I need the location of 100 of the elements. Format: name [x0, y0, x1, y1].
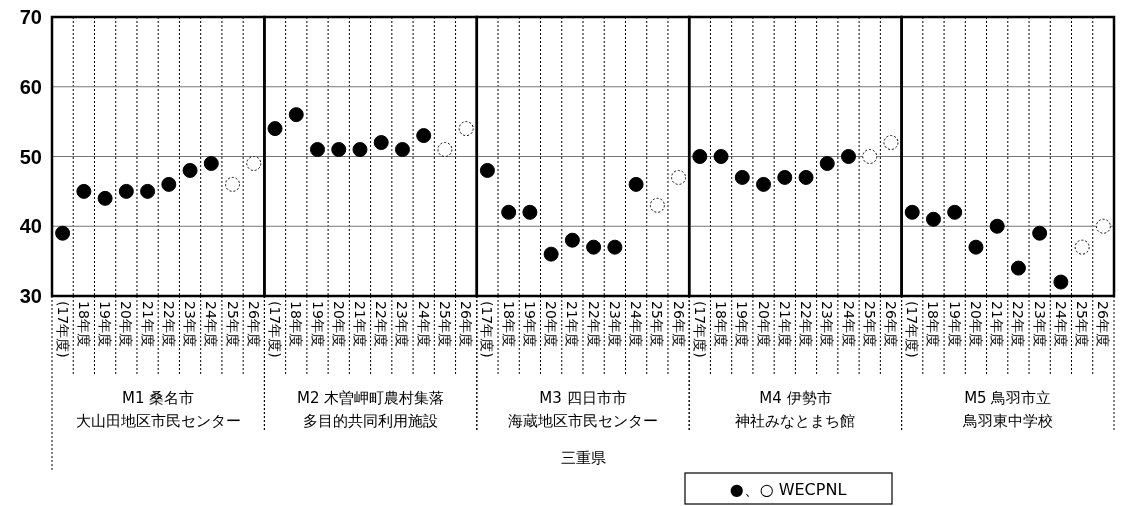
point — [416, 128, 432, 144]
x-tick-label: 25年度 — [649, 301, 666, 347]
x-tick-label: 21年度 — [989, 301, 1006, 347]
text: 海蔵地区市民センター — [508, 412, 658, 430]
x-tick-label: 24年度 — [415, 301, 432, 347]
x-tick-label: 24年度 — [1052, 301, 1069, 347]
x-tick-label: 25年度 — [1074, 301, 1091, 347]
x-tick-label: (17年度) — [691, 301, 708, 358]
point — [841, 149, 856, 164]
point — [522, 204, 538, 220]
x-axis-title: M1 桑名市 — [122, 389, 195, 407]
point — [394, 142, 410, 158]
text: 多目的共同利用施設 — [303, 412, 439, 430]
point — [628, 176, 644, 192]
point — [607, 239, 623, 255]
x-tick-label: 21年度 — [139, 301, 156, 347]
x-tick-label: 23年度 — [819, 301, 836, 347]
x-axis-title: M3 四日市市 — [539, 389, 627, 407]
point — [649, 197, 665, 213]
x-tick-label: 22年度 — [798, 301, 815, 347]
x-tick-label: 23年度 — [1031, 301, 1048, 347]
point — [161, 176, 177, 192]
point — [225, 176, 241, 192]
x-tick-label: 24年度 — [628, 301, 645, 347]
x-tick-label: 25年度 — [436, 301, 453, 347]
x-tick-label: 22年度 — [160, 301, 177, 347]
point — [501, 204, 517, 220]
point — [543, 246, 559, 262]
point — [203, 155, 219, 171]
point — [437, 142, 453, 158]
x-tick-label: 18年度 — [288, 301, 305, 347]
x-tick-label: 18年度 — [925, 301, 942, 347]
point — [288, 107, 304, 123]
point — [1032, 225, 1048, 241]
point — [564, 232, 580, 248]
y-tick-label: 50 — [19, 145, 42, 168]
x-tick-label: 24年度 — [203, 301, 220, 347]
x-tick-label: 20年度 — [967, 301, 984, 347]
y-tick-label: 70 — [19, 6, 42, 28]
point — [458, 121, 474, 137]
x-tick-label: 22年度 — [1010, 301, 1027, 347]
point — [267, 121, 283, 137]
x-tick-label: 26年度 — [1095, 301, 1112, 347]
point — [968, 239, 984, 255]
x-tick-label: (17年度) — [479, 301, 496, 358]
x-tick-label: 26年度 — [245, 301, 262, 347]
x-tick-label: 23年度 — [394, 301, 411, 347]
x-tick-label: 25年度 — [861, 301, 878, 347]
x-tick-label: 18年度 — [713, 301, 730, 347]
point — [777, 169, 793, 185]
point — [713, 149, 729, 164]
point — [904, 204, 920, 220]
x-tick-label: 18年度 — [75, 301, 92, 347]
point — [97, 190, 113, 206]
point — [140, 183, 156, 199]
text: 三重県 — [560, 449, 606, 467]
x-tick-label: 23年度 — [182, 301, 199, 347]
x-tick-label: 19年度 — [521, 301, 538, 347]
x-tick-label: 21年度 — [564, 301, 581, 347]
text: 神社みなとまち館 — [735, 412, 856, 430]
x-tick-label: 19年度 — [734, 301, 751, 347]
point — [118, 183, 134, 199]
x-tick-label: 25年度 — [224, 301, 241, 347]
point — [373, 135, 389, 151]
x-tick-label: 22年度 — [585, 301, 602, 347]
x-tick-label: 26年度 — [882, 301, 899, 347]
x-tick-label: 20年度 — [330, 301, 347, 347]
point — [1053, 274, 1069, 290]
point — [798, 169, 814, 185]
y-tick-label: 30 — [19, 285, 42, 307]
x-tick-label: 23年度 — [606, 301, 623, 347]
point — [479, 162, 495, 178]
point — [352, 142, 368, 158]
x-tick-label: 18年度 — [500, 301, 517, 347]
x-tick-label: 20年度 — [543, 301, 560, 347]
point — [1010, 260, 1026, 276]
point — [55, 225, 71, 241]
point — [989, 218, 1005, 234]
point — [1095, 218, 1111, 234]
point — [925, 211, 941, 227]
point — [734, 169, 750, 185]
point — [671, 169, 687, 185]
x-tick-label: 19年度 — [309, 301, 326, 347]
point — [310, 142, 325, 158]
x-tick-label: 19年度 — [97, 301, 114, 347]
point — [331, 142, 347, 158]
y-tick-label: 40 — [19, 215, 42, 238]
text: ●、○ WECPNL — [729, 480, 847, 499]
x-axis-title: M4 伊勢市 — [759, 389, 832, 407]
x-tick-label: 20年度 — [755, 301, 772, 347]
point — [947, 204, 963, 220]
x-tick-label: 24年度 — [840, 301, 857, 347]
x-tick-label: 20年度 — [118, 301, 135, 347]
point — [862, 149, 878, 164]
x-tick-label: 19年度 — [946, 301, 963, 347]
x-tick-label: 21年度 — [776, 301, 793, 347]
x-tick-label: 22年度 — [373, 301, 390, 347]
x-axis-title: M5 鳥羽市立 — [964, 389, 1052, 407]
x-tick-label: (17年度) — [904, 301, 921, 358]
text: 大山田地区市民センター — [75, 412, 241, 430]
